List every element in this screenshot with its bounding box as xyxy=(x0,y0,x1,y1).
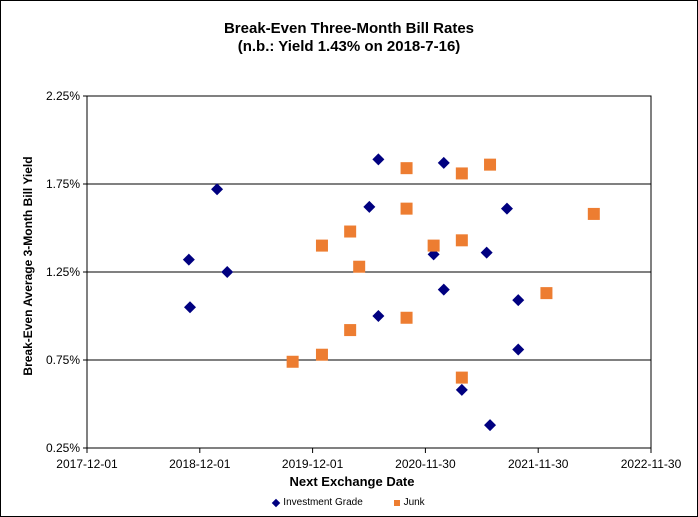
junk-point xyxy=(286,355,299,368)
x-tick-label: 2019-12-01 xyxy=(282,457,344,471)
y-tick-label: 2.25% xyxy=(46,89,80,103)
junk-point xyxy=(344,324,357,337)
x-tick-label: 2020-11-30 xyxy=(395,457,456,471)
y-tick-label: 1.75% xyxy=(46,177,80,191)
investment-grade-point xyxy=(500,202,513,215)
x-tick-label: 2021-11-30 xyxy=(508,457,569,471)
investment-grade-point xyxy=(372,153,385,166)
junk-point xyxy=(455,371,468,384)
legend: Investment Grade Junk xyxy=(0,497,698,508)
junk-point xyxy=(455,234,468,247)
junk-point xyxy=(400,202,413,215)
investment-grade-point xyxy=(211,183,224,196)
y-tick-label: 1.25% xyxy=(46,265,80,279)
junk-point xyxy=(400,162,413,175)
investment-grade-point xyxy=(182,253,195,266)
investment-grade-point xyxy=(480,246,493,259)
x-axis-label: Next Exchange Date xyxy=(290,474,415,489)
diamond-marker-icon xyxy=(272,498,281,507)
legend-label: Investment Grade xyxy=(283,497,363,508)
junk-point xyxy=(344,225,357,238)
junk-point xyxy=(427,239,440,252)
legend-item-junk: Junk xyxy=(393,497,425,508)
legend-label: Junk xyxy=(403,497,425,508)
y-tick-label: 0.25% xyxy=(46,441,80,455)
y-axis-label: Break-Even Average 3-Month Bill Yield xyxy=(21,156,35,375)
investment-grade-point xyxy=(183,301,196,314)
investment-grade-point xyxy=(372,310,385,322)
chart-title: Break-Even Three-Month Bill Rates xyxy=(223,20,475,37)
chart-subtitle: (n.b.: Yield 1.43% on 2018-7-16) xyxy=(237,38,461,55)
junk-point xyxy=(315,348,328,361)
investment-grade-point xyxy=(363,200,376,213)
junk-point xyxy=(455,167,468,180)
investment-grade-point xyxy=(437,156,450,169)
investment-grade-point xyxy=(455,383,468,396)
junk-point xyxy=(353,260,366,273)
square-marker-icon xyxy=(393,499,400,506)
x-tick-label: 2017-12-01 xyxy=(56,457,118,471)
x-tick-label: 2022-11-30 xyxy=(621,457,682,471)
junk-point xyxy=(315,239,328,252)
y-tick-label: 0.75% xyxy=(46,353,80,367)
investment-grade-point xyxy=(484,419,497,432)
junk-point xyxy=(540,287,553,300)
junk-point xyxy=(587,207,600,220)
x-tick-label: 2018-12-01 xyxy=(169,457,231,471)
junk-point xyxy=(484,158,497,171)
investment-grade-point xyxy=(221,266,234,278)
investment-grade-point xyxy=(512,343,525,356)
investment-grade-point xyxy=(437,283,450,296)
legend-item-investment-grade: Investment Grade xyxy=(272,497,363,508)
investment-grade-point xyxy=(512,294,525,307)
junk-point xyxy=(400,311,413,324)
